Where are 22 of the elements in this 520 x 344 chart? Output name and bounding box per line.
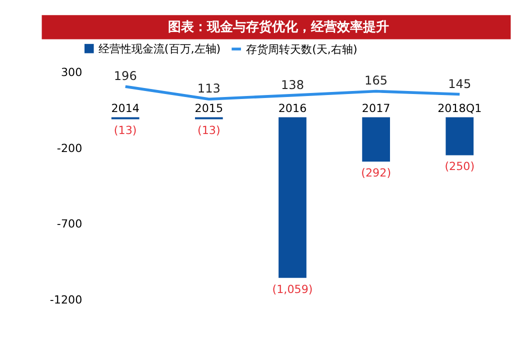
legend-label: 存货周转天数(天,右轴) (246, 42, 358, 56)
y-tick-label: -700 (56, 218, 82, 231)
data-label: 145 (448, 76, 472, 91)
y-tick-label: -200 (56, 142, 82, 155)
data-label: (13) (198, 124, 220, 138)
data-label: (13) (114, 124, 137, 138)
y-tick-label: 300 (60, 66, 82, 79)
y-tick-label: -1200 (50, 293, 82, 306)
data-label: (292) (361, 166, 392, 180)
data-label: 196 (114, 69, 137, 84)
x-tick-label: 2017 (362, 102, 390, 116)
data-label: (250) (444, 160, 475, 174)
data-label: (1,059) (272, 282, 313, 296)
data-label: 165 (364, 74, 388, 88)
x-tick-label: 2014 (111, 102, 140, 116)
x-tick-label: 2018Q1 (438, 102, 482, 116)
legend-label: 经营性现金流(百万,左轴) (98, 42, 221, 56)
x-tick-label: 2015 (194, 102, 224, 116)
data-label: 113 (197, 82, 220, 96)
x-tick-label: 2016 (278, 102, 307, 116)
data-label: 138 (280, 78, 304, 92)
chart-title: 图表：现金与存货优化，经营效率提升 (168, 18, 390, 35)
